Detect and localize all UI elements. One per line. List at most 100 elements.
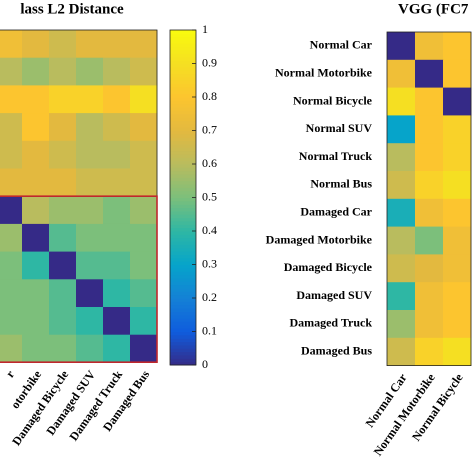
colorbar-segment bbox=[170, 73, 196, 78]
heatmap-cell bbox=[0, 168, 23, 197]
heatmap-cell bbox=[76, 140, 104, 169]
heatmap-cell bbox=[103, 57, 131, 86]
heatmap-cell bbox=[22, 113, 50, 142]
heatmap-cell bbox=[130, 251, 158, 280]
colorbar-segment bbox=[170, 328, 196, 332]
heatmap-cell bbox=[415, 32, 444, 61]
colorbar-segment bbox=[170, 56, 196, 61]
heatmap-cell bbox=[0, 307, 23, 336]
heatmap-cell bbox=[0, 334, 23, 363]
colorbar-tick-label: 1 bbox=[202, 22, 208, 36]
heatmap-cell bbox=[387, 198, 416, 227]
colorbar-segment bbox=[170, 311, 196, 316]
colorbar-segment bbox=[170, 314, 196, 319]
heatmap-cell bbox=[387, 337, 416, 366]
heatmap-cell bbox=[387, 87, 416, 116]
colorbar-segment bbox=[170, 50, 196, 54]
colorbar-segment bbox=[170, 197, 196, 202]
colorbar-segment bbox=[170, 40, 196, 44]
colorbar-segment bbox=[170, 338, 196, 343]
heatmap-cell bbox=[130, 168, 158, 197]
colorbar-tick-label: 0 bbox=[202, 357, 208, 371]
chart-title: VGG (FC7 bbox=[398, 1, 469, 17]
heatmap-cell bbox=[443, 115, 472, 144]
colorbar-segment bbox=[170, 53, 196, 58]
plot-frame bbox=[386, 31, 472, 367]
heatmap-cell bbox=[130, 140, 158, 169]
heatmap-cell bbox=[130, 57, 158, 86]
heatmap-cell bbox=[387, 59, 416, 88]
colorbar-segment bbox=[170, 174, 196, 178]
colorbar-segment bbox=[170, 257, 196, 262]
colorbar-segment bbox=[170, 30, 196, 34]
heatmap-cell bbox=[443, 143, 472, 172]
colorbar-segment bbox=[170, 341, 196, 346]
heatmap-cell bbox=[103, 30, 131, 59]
heatmap-cell bbox=[22, 223, 50, 252]
heatmap-cell bbox=[415, 87, 444, 116]
colorbar-segment bbox=[170, 46, 196, 51]
colorbar-segment bbox=[170, 254, 196, 259]
colorbar-segment bbox=[170, 164, 196, 168]
heatmap-cell bbox=[443, 59, 472, 88]
heatmap-cell bbox=[387, 32, 416, 61]
heatmap-cell bbox=[387, 226, 416, 255]
colorbar-segment bbox=[170, 86, 196, 91]
colorbar-segment bbox=[170, 76, 196, 81]
chart-title: lass L2 Distance bbox=[20, 1, 124, 17]
heatmap-cell bbox=[443, 226, 472, 255]
heatmap-cell bbox=[103, 196, 131, 225]
heatmap-cell bbox=[0, 279, 23, 308]
heatmap-cell bbox=[443, 337, 472, 366]
heatmap-cell bbox=[387, 115, 416, 144]
colorbar-segment bbox=[170, 190, 196, 195]
colorbar-segment bbox=[170, 324, 196, 329]
heatmap-cell bbox=[130, 223, 158, 252]
colorbar-tick-label: 0.5 bbox=[202, 189, 217, 203]
colorbar-segment bbox=[170, 153, 196, 158]
heatmap-cell bbox=[76, 196, 104, 225]
colorbar-segment bbox=[170, 294, 196, 299]
heatmap-cell bbox=[103, 140, 131, 169]
colorbar-segment bbox=[170, 287, 196, 292]
heatmap-cell bbox=[0, 196, 23, 225]
colorbar-segment bbox=[170, 80, 196, 85]
row-label: Normal Truck bbox=[299, 149, 373, 163]
colorbar-segment bbox=[170, 261, 196, 265]
row-label: Damaged Truck bbox=[289, 316, 372, 330]
colorbar-segment bbox=[170, 133, 196, 138]
heatmap-cell bbox=[387, 282, 416, 311]
heatmap-cell bbox=[415, 310, 444, 339]
row-label: Normal Bus bbox=[310, 177, 372, 191]
colorbar-segment bbox=[170, 348, 196, 353]
colorbar-segment bbox=[170, 247, 196, 252]
heatmap-cell bbox=[0, 223, 23, 252]
colorbar-segment bbox=[170, 214, 196, 219]
colorbar-tick-label: 0.6 bbox=[202, 156, 217, 170]
colorbar-segment bbox=[170, 90, 196, 95]
colorbar-tick-label: 0.2 bbox=[202, 290, 217, 304]
heatmap-cell bbox=[22, 251, 50, 280]
colorbar-segment bbox=[170, 194, 196, 198]
row-label: Damaged Bicycle bbox=[284, 260, 373, 274]
row-label: Damaged Car bbox=[300, 204, 372, 218]
row-label: Normal Bicycle bbox=[293, 93, 373, 107]
row-label: Damaged Bus bbox=[301, 343, 372, 357]
colorbar-segment bbox=[170, 63, 196, 68]
colorbar-segment bbox=[170, 291, 196, 296]
heatmap-cell bbox=[49, 30, 77, 59]
highlight-box bbox=[0, 195, 158, 363]
heatmap-cell bbox=[22, 334, 50, 363]
heatmap-cell bbox=[49, 113, 77, 142]
colorbar-segment bbox=[170, 308, 196, 312]
heatmap-cell bbox=[415, 198, 444, 227]
heatmap-cell bbox=[103, 85, 131, 114]
heatmap-cell bbox=[76, 168, 104, 197]
heatmap-cell bbox=[415, 143, 444, 172]
heatmap-cell bbox=[103, 168, 131, 197]
colorbar-segment bbox=[170, 70, 196, 75]
heatmap-cell bbox=[387, 310, 416, 339]
colorbar-segment bbox=[170, 83, 196, 88]
